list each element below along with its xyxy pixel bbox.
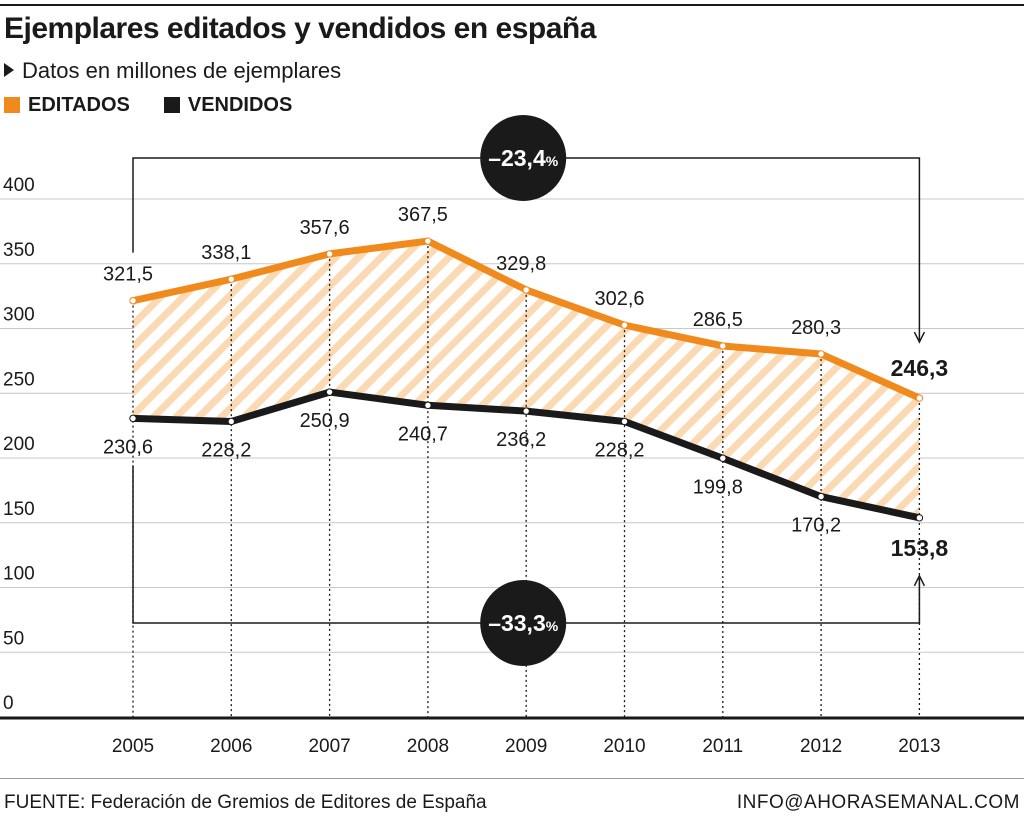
badge-circle-editados [480,115,567,201]
legend-item-vendidos: VENDIDOS [163,93,293,117]
x-tick-label-2010: 2010 [603,736,645,757]
point-editados-2008 [424,237,432,245]
x-tick-label-2007: 2007 [308,736,350,757]
data-label-editados-2007: 357,6 [300,217,350,239]
point-vendidos-2007 [325,388,334,396]
footer-rule [0,778,1024,779]
top-rule [0,4,1024,6]
data-label-vendidos-2012: 170,2 [791,515,841,537]
point-editados-2009 [522,286,530,294]
x-tick-label-2009: 2009 [505,736,547,757]
data-label-editados-2006: 338,1 [201,242,251,264]
point-editados-2007 [325,250,334,258]
series-points [129,237,924,522]
point-vendidos-2005 [129,414,137,423]
x-tick-label-2012: 2012 [800,736,842,757]
arrow-down-icon [913,331,926,344]
badge-label-vendidos: –33,3% [488,610,559,636]
point-vendidos-2009 [522,407,530,415]
point-editados-2013 [915,394,924,402]
x-tick-label-2013: 2013 [898,736,940,757]
point-vendidos-2011 [719,454,727,462]
data-label-editados-2011: 286,5 [693,309,743,331]
x-tick-label-2008: 2008 [407,736,449,757]
point-editados-2005 [129,296,137,305]
arrow-up-icon [913,574,926,587]
data-label-vendidos-2011: 199,8 [693,476,743,498]
source-note: FUENTE: Federación de Gremios de Editore… [4,792,487,813]
badge-unit: % [546,153,559,169]
data-label-editados-2009: 329,8 [496,253,546,275]
legend-item-editados: EDITADOS [4,94,130,117]
point-vendidos-2010 [620,417,629,426]
data-label-editados-2013: 246,3 [891,355,949,381]
data-label-editados-2010: 302,6 [594,288,644,310]
legend-label-vendidos: VENDIDOS [187,93,293,116]
x-tick-label-2011: 2011 [702,736,743,757]
y-tick-label-200: 200 [3,434,35,455]
badge-circle-vendidos [480,580,567,666]
triangle-bullet-icon [4,63,14,77]
data-label-vendidos-2008: 240,7 [398,423,448,445]
x-tick-label-2006: 2006 [210,736,252,757]
badge-value: –23,4 [488,145,546,171]
x-tick-label-2005: 2005 [112,736,154,757]
data-label-vendidos-2010: 228,2 [594,439,644,461]
legend-label-editados: EDITADOS [28,93,130,116]
legend: EDITADOS VENDIDOS [4,92,326,118]
data-labels: 321,5 338,1 357,6 367,5 329,8 302,6 286,5 280,3… [103,204,948,561]
point-editados-2011 [719,342,727,350]
point-vendidos-2013 [915,514,924,522]
badge-unit: % [546,618,559,634]
y-tick-label-150: 150 [3,499,35,520]
data-label-vendidos-2013: 153,8 [891,535,949,561]
data-label-vendidos-2006: 228,2 [201,439,251,461]
credit-email: INFO@AHORASEMANAL.COM [736,792,1020,813]
badge-value: –33,3 [488,610,546,636]
legend-swatch-editados [4,97,20,113]
data-label-vendidos-2007: 250,9 [300,410,350,432]
point-vendidos-2006 [227,417,236,426]
point-vendidos-2008 [424,401,432,409]
y-tick-label-50: 50 [3,628,24,649]
chart-title: Ejemplares editados y vendidos en españa [4,12,596,45]
y-tick-label-350: 350 [3,240,35,261]
y-tick-label-100: 100 [3,564,35,585]
point-editados-2012 [817,350,825,358]
chart-subtitle: Datos en millones de ejemplares [4,58,341,84]
line-chart: 321,5 338,1 357,6 367,5 329,8 302,6 286,5 280,3… [0,115,1024,757]
legend-swatch-vendidos [163,97,180,113]
data-label-editados-2008: 367,5 [398,204,448,226]
y-tick-label-250: 250 [3,369,35,390]
point-editados-2010 [620,321,629,329]
change-badges: –23,4%–33,3% [480,115,567,666]
data-label-editados-2005: 321,5 [103,264,153,286]
data-label-vendidos-2005: 230,6 [103,436,153,458]
data-label-editados-2012: 280,3 [791,317,841,339]
point-vendidos-2012 [817,492,825,501]
y-tick-label-0: 0 [3,693,14,714]
y-tick-label-300: 300 [3,305,35,326]
subtitle-text: Datos en millones de ejemplares [22,58,342,83]
data-label-vendidos-2009: 236,2 [496,429,546,451]
y-tick-label-400: 400 [3,175,35,196]
axes: 0 50 100 150 200 250 300 350 400 2005 2006 2007 2008… [0,175,1024,757]
point-editados-2006 [227,275,236,283]
badge-label-editados: –23,4% [488,145,559,171]
